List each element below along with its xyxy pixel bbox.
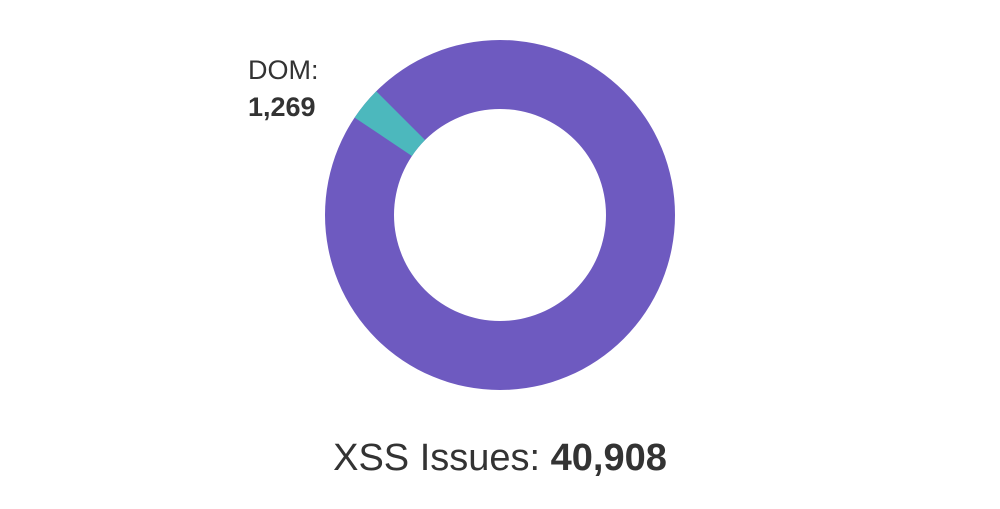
donut-slice: [354, 91, 426, 156]
slice-value-label: 1,269: [248, 92, 316, 122]
total-caption: XSS Issues: 40,908: [333, 437, 667, 479]
slice-label: DOM:: [248, 55, 319, 85]
total-name: XSS Issues:: [333, 437, 540, 479]
total-value: 40,908: [551, 437, 667, 479]
